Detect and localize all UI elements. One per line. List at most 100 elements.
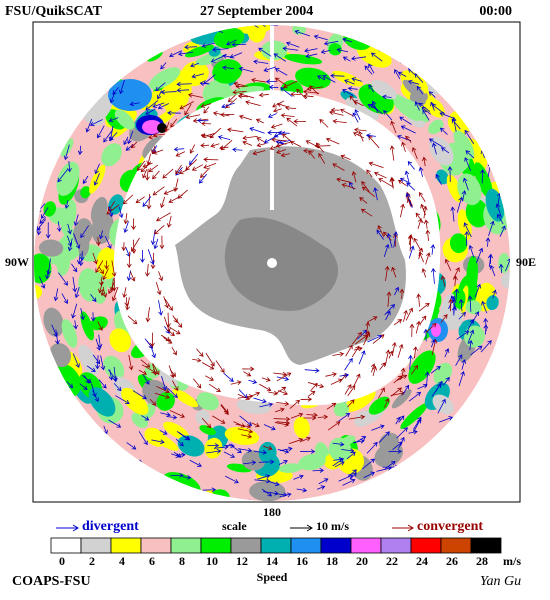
wind-arrow	[286, 117, 298, 127]
wind-arrow	[238, 114, 253, 121]
wind-arrow	[465, 150, 475, 159]
wind-arrow	[392, 441, 403, 451]
wind-arrow	[150, 252, 156, 270]
wind-arrow	[418, 102, 431, 112]
wind-arrow	[147, 249, 155, 265]
wind-arrow	[395, 416, 401, 425]
wind-speed-patch	[109, 328, 132, 353]
wind-arrow	[273, 416, 291, 422]
wind-arrow	[118, 79, 125, 95]
wind-arrow	[317, 75, 326, 81]
wind-arrow	[391, 266, 397, 278]
wind-arrow	[97, 321, 103, 331]
wind-arrow	[135, 196, 145, 204]
wind-arrow	[364, 65, 373, 75]
wind-arrow	[201, 417, 212, 429]
wind-arrow	[280, 87, 293, 97]
wind-arrow	[318, 152, 326, 164]
wind-arrow	[374, 171, 387, 179]
wind-arrow	[405, 192, 413, 208]
wind-speed-patch	[60, 199, 77, 235]
wind-arrow	[404, 170, 410, 185]
wind-arrow	[123, 221, 129, 234]
wind-arrow	[167, 414, 178, 420]
wind-arrow	[386, 291, 392, 307]
wind-speed-patch	[38, 239, 64, 257]
wind-arrow	[408, 391, 422, 402]
wind-arrow	[368, 135, 380, 149]
wind-arrow	[464, 129, 475, 145]
wind-arrow	[430, 365, 441, 374]
wind-arrow	[145, 108, 156, 115]
wind-arrow	[222, 65, 234, 71]
wind-arrow	[92, 252, 98, 265]
wind-arrow	[259, 459, 275, 465]
wind-arrow	[239, 92, 255, 99]
wind-arrow	[273, 53, 286, 62]
wind-arrow	[361, 180, 370, 192]
wind-arrow	[373, 187, 378, 201]
wind-arrow	[448, 298, 454, 312]
wind-arrow	[241, 433, 253, 439]
wind-arrow	[303, 93, 314, 99]
wind-arrow	[175, 438, 184, 447]
colorbar-swatch	[440, 537, 472, 554]
colorbar-swatch	[140, 537, 172, 554]
wind-arrow	[390, 387, 402, 397]
wind-arrow	[77, 145, 83, 156]
colorbar-tick-label: 28	[476, 554, 488, 568]
wind-arrow	[488, 253, 493, 264]
wind-arrow	[170, 472, 184, 478]
wind-arrow	[316, 485, 326, 490]
wind-arrow	[347, 86, 358, 92]
convergent-label: convergent	[417, 519, 483, 534]
wind-arrow	[489, 264, 496, 277]
wind-arrow	[111, 286, 119, 302]
wind-arrow	[351, 77, 362, 82]
wind-arrow	[73, 233, 81, 249]
wind-arrow	[256, 142, 267, 148]
colorbar-tick-label: 6	[149, 554, 155, 568]
wind-speed-patch	[328, 43, 342, 56]
wind-arrow	[205, 352, 215, 367]
wind-arrow	[282, 46, 299, 52]
colorbar-swatch	[350, 537, 382, 554]
wind-arrow	[344, 79, 355, 85]
wind-arrow	[221, 102, 235, 109]
wind-arrow	[360, 208, 373, 217]
wind-arrow	[127, 315, 138, 325]
wind-arrow	[399, 116, 412, 125]
wind-arrow	[362, 458, 375, 470]
wind-arrow	[430, 244, 436, 255]
wind-arrow	[306, 412, 318, 418]
wind-arrow	[71, 303, 78, 319]
wind-arrow	[167, 387, 178, 398]
wind-arrow	[431, 142, 437, 155]
wind-arrow	[232, 147, 243, 153]
wind-arrow	[276, 420, 291, 426]
wind-arrow	[312, 468, 325, 473]
wind-arrow	[398, 415, 405, 423]
colorbar-tick-label: 12	[236, 554, 248, 568]
map-left-label: 90W	[5, 255, 29, 269]
wind-arrow	[191, 73, 205, 79]
wind-arrow	[140, 359, 151, 368]
wind-arrow	[408, 245, 415, 259]
wind-arrow	[384, 349, 391, 367]
wind-arrow	[232, 89, 247, 95]
wind-arrow	[182, 475, 192, 480]
colorbar: 0 2 4 6 8 10 12 14 16 18 20 22 24 26 28 m/s	[50, 537, 521, 568]
wind-arrow	[498, 263, 504, 274]
colorbar-tick-label: 8	[179, 554, 185, 568]
wind-arrow	[55, 329, 60, 345]
wind-arrow	[226, 443, 235, 449]
wind-arrow	[246, 391, 261, 399]
wind-arrow	[376, 229, 385, 240]
wind-arrow	[413, 237, 422, 251]
wind-arrow	[378, 431, 390, 443]
wind-arrow	[198, 173, 208, 184]
wind-arrow	[201, 133, 215, 139]
wind-arrow	[422, 109, 430, 121]
wind-arrow	[450, 295, 457, 310]
